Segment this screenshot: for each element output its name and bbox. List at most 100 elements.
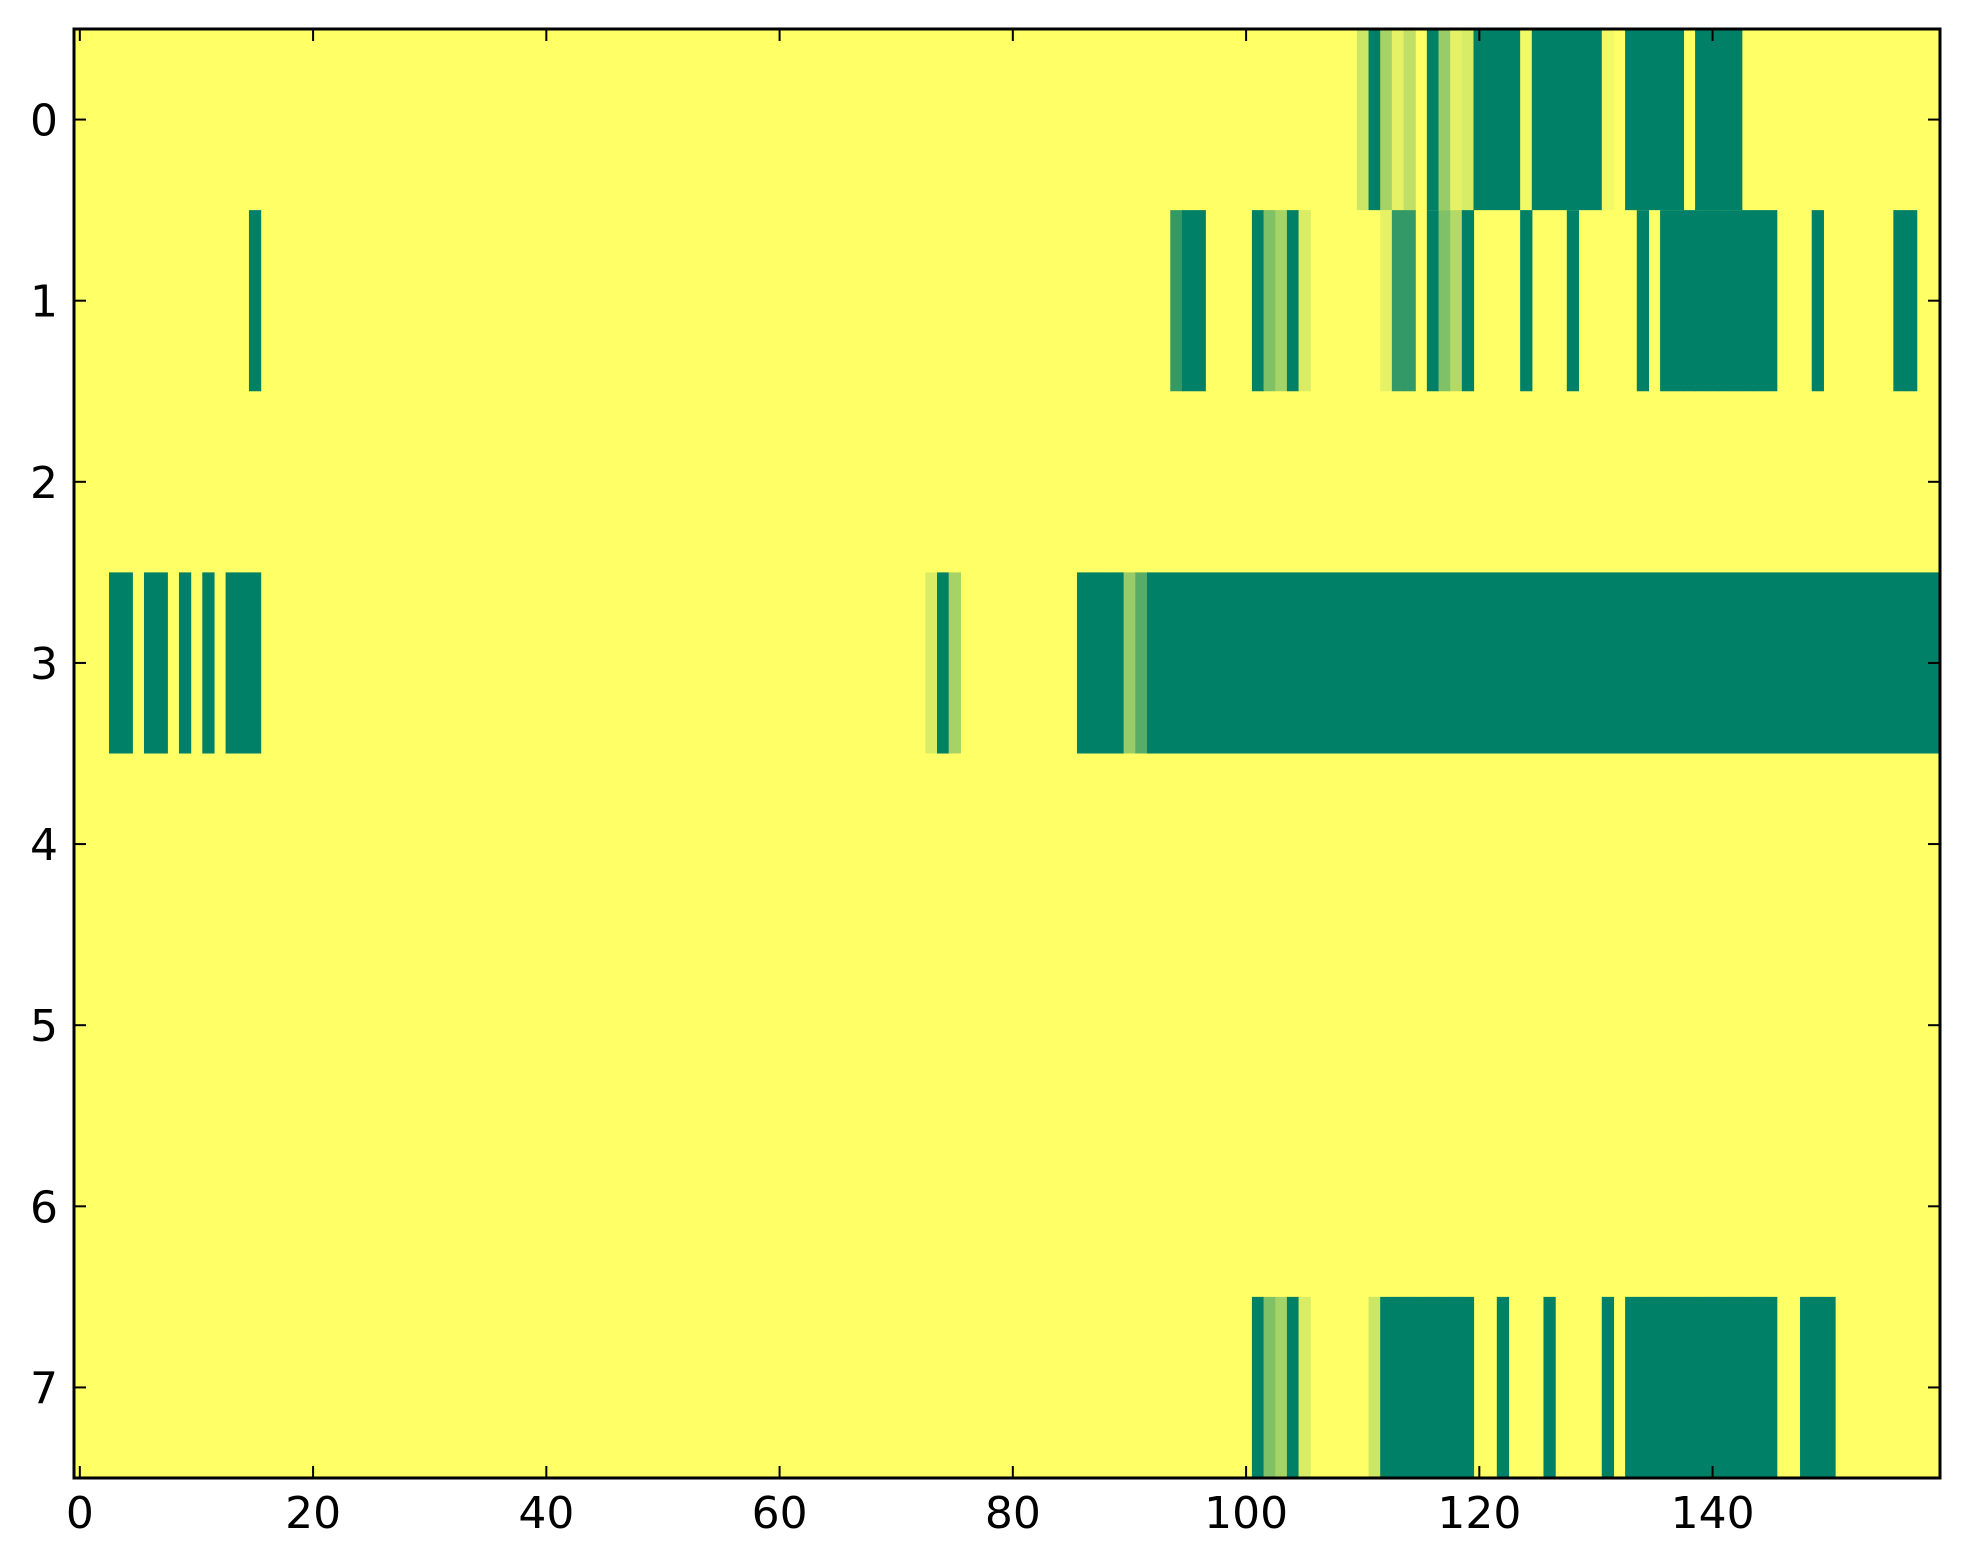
heatmap-cell: [1438, 210, 1451, 392]
heatmap-cell: [1461, 29, 1475, 211]
heatmap-cell: [1520, 29, 1533, 211]
heatmap-cell: [1531, 29, 1545, 211]
heatmap-cell: [1823, 1296, 1836, 1479]
heatmap-cell: [1415, 1296, 1428, 1479]
heatmap-cell: [1450, 1296, 1463, 1479]
heatmap-cell: [237, 572, 250, 754]
heatmap-cell: [1450, 29, 1463, 211]
heatmap-cell: [925, 572, 938, 754]
heatmap-cell: [1100, 572, 1113, 754]
heatmap-cell: [1683, 1296, 1696, 1479]
heatmap-cell: [1403, 1296, 1416, 1479]
heatmap-cell: [155, 572, 168, 754]
heatmap-cell: [1765, 1296, 1778, 1479]
heatmap-cell: [1450, 210, 1463, 392]
heatmap-cell: [1625, 29, 1638, 211]
x-tick-label: 0: [66, 1488, 94, 1539]
heatmap-cell: [143, 572, 157, 754]
heatmap-cell: [1263, 1296, 1276, 1479]
x-tick-label: 20: [285, 1488, 341, 1539]
heatmap-cell: [1601, 29, 1615, 211]
heatmap-cell: [202, 572, 215, 754]
heatmap-cell: [1123, 572, 1136, 754]
heatmap-cell: [1275, 1296, 1288, 1479]
heatmap-cell: [178, 572, 192, 754]
axis-ticks: [74, 29, 1940, 1478]
heatmap-cell: [1636, 210, 1650, 392]
heatmap-cell: [1426, 29, 1440, 211]
heatmap-cell: [1368, 1296, 1381, 1479]
heatmap-cell: [1135, 572, 1148, 754]
heatmap-cell: [1543, 1296, 1556, 1479]
heatmap-cell: [1170, 210, 1183, 392]
heatmap-cell: [1636, 1296, 1650, 1479]
heatmap-cell: [1730, 1296, 1743, 1479]
x-tick-label: 120: [1437, 1488, 1521, 1539]
heatmap-cell: [225, 572, 238, 754]
heatmap-cell: [120, 572, 133, 754]
heatmap-cell: [1555, 29, 1568, 211]
y-tick-label: 2: [30, 458, 58, 509]
heatmap-cell: [1461, 1296, 1475, 1479]
heatmap-cell: [1648, 1296, 1661, 1479]
heatmap-cell: [1543, 29, 1556, 211]
heatmap-cell: [1566, 29, 1580, 211]
heatmap-cell: [1741, 210, 1754, 392]
heatmap-cell: [248, 210, 262, 392]
heatmap-cell: [948, 572, 961, 754]
heatmap-cell: [108, 572, 122, 754]
heatmap-cell: [1391, 29, 1405, 211]
heatmap-cell: [1181, 210, 1195, 392]
heatmap-cell: [1251, 210, 1265, 392]
heatmap-cell: [1706, 210, 1720, 392]
heatmap-cell: [1718, 29, 1731, 211]
heatmap-cell: [1671, 210, 1685, 392]
heatmap-cell: [1438, 1296, 1451, 1479]
heatmap-cell: [1391, 1296, 1405, 1479]
heatmap-cell: [1601, 1296, 1615, 1479]
heatmap-cell: [1636, 29, 1650, 211]
heatmap-cell: [1485, 29, 1498, 211]
heatmap-cell: [1660, 1296, 1673, 1479]
y-tick-label: 5: [30, 1001, 58, 1052]
heatmap-cell: [1590, 29, 1603, 211]
heatmap-cell: [1683, 210, 1696, 392]
heatmap-cell: [1566, 210, 1580, 392]
plot-frame: [72, 27, 1942, 1480]
heatmap-cell: [1753, 210, 1766, 392]
heatmap-cell: [1625, 1296, 1638, 1479]
heatmap-cell: [1706, 1296, 1720, 1479]
heatmap-cell: [1508, 29, 1521, 211]
heatmap-cell: [1718, 1296, 1731, 1479]
heatmap-cell: [1695, 29, 1708, 211]
y-tick-label: 3: [30, 639, 58, 690]
heatmap-cell: [1811, 1296, 1824, 1479]
y-tick-label: 6: [30, 1182, 58, 1233]
heatmap-cell: [1380, 1296, 1393, 1479]
heatmap-cell: [1730, 210, 1743, 392]
heatmap-cell: [1905, 210, 1918, 392]
heatmap-cell: [1473, 29, 1486, 211]
heatmap-cell: [1298, 1296, 1311, 1479]
x-tick-label: 80: [985, 1488, 1041, 1539]
heatmap-cell: [1146, 572, 1941, 754]
heatmap-cell: [1660, 210, 1673, 392]
heatmap-cell: [1286, 1296, 1300, 1479]
heatmap-cell: [1263, 210, 1276, 392]
heatmap-cell: [1695, 1296, 1708, 1479]
heatmap-cell: [1251, 1296, 1265, 1479]
x-tick-label: 40: [518, 1488, 574, 1539]
heatmap-cell: [1753, 1296, 1766, 1479]
heatmap-cells: [108, 29, 1941, 1479]
y-tick-label: 4: [30, 820, 58, 871]
heatmap-cell: [1741, 1296, 1754, 1479]
heatmap-cell: [1088, 572, 1101, 754]
heatmap-cell: [1391, 210, 1405, 392]
heatmap-cell: [1706, 29, 1720, 211]
heatmap-cell: [1380, 210, 1393, 392]
heatmap-cell: [1671, 1296, 1685, 1479]
heatmap-cell: [1578, 29, 1591, 211]
heatmap-cell: [1286, 210, 1300, 392]
y-tick-label: 7: [30, 1363, 58, 1414]
heatmap-cell: [1765, 210, 1778, 392]
